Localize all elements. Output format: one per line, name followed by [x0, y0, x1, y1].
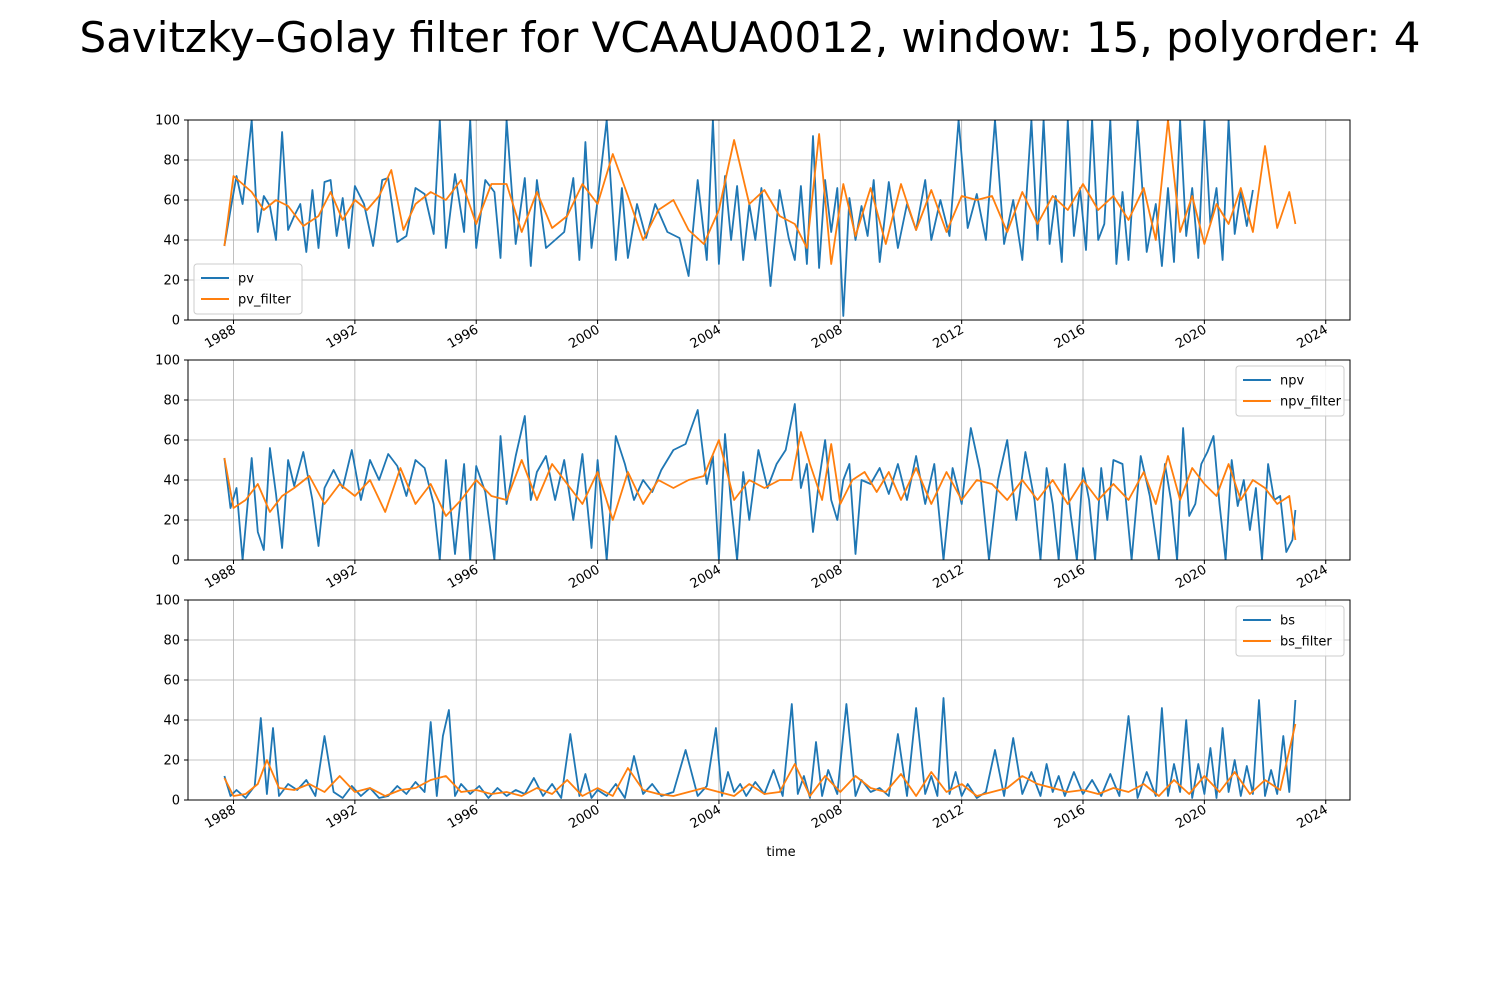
x-tick-label: 2016	[1052, 562, 1088, 592]
x-tick-label: 1996	[445, 562, 481, 592]
subplot-3: 0 20 40 60 80 100 1988 1992 1996 2000 2004 2008 2012…	[155, 594, 1351, 860]
x-tick-label: 2024	[1295, 802, 1331, 832]
x-axis-label: time	[766, 845, 795, 860]
y-tick-label: 60	[163, 194, 180, 209]
x-tick-label: 2004	[688, 322, 724, 352]
x-tick-label: 2004	[688, 802, 724, 832]
x-tick-label: 2020	[1173, 322, 1209, 352]
series-line-pv_filter	[223, 120, 1297, 265]
y-tick-label: 20	[163, 514, 180, 529]
x-tick-label: 2016	[1052, 802, 1088, 832]
chart-title: Savitzky–Golay filter for VCAAUA0012, wi…	[80, 13, 1421, 62]
y-tick-label: 0	[172, 314, 180, 329]
plot-area	[188, 120, 1350, 320]
axes-frame	[187, 599, 1351, 801]
x-tick-label: 1988	[202, 322, 238, 352]
y-tick-label: 40	[163, 714, 180, 729]
subplot-1: 0 20 40 60 80 100 1988 1992 1996 2000 2004 2008 2012…	[155, 114, 1351, 352]
x-tick-label: 1996	[445, 802, 481, 832]
x-tick-label: 2012	[930, 322, 966, 352]
y-tick-label: 0	[172, 794, 180, 809]
y-tick-label: 40	[163, 234, 180, 249]
y-tick-label: 80	[163, 394, 180, 409]
legend: npv npv_filter	[1235, 365, 1345, 417]
x-tick-label: 2008	[809, 322, 845, 352]
series-line-bs_filter	[223, 723, 1297, 797]
y-tick-label: 100	[155, 114, 180, 129]
legend-box	[1235, 365, 1345, 417]
y-tick-label: 0	[172, 554, 180, 569]
x-tick-label: 2012	[930, 802, 966, 832]
y-tick-label: 20	[163, 754, 180, 769]
x-tick-label: 2000	[566, 562, 602, 592]
series-line-npv_filter	[223, 431, 1297, 541]
x-tick-label: 2020	[1173, 562, 1209, 592]
x-tick-label: 2004	[688, 562, 724, 592]
x-tick-label: 2020	[1173, 802, 1209, 832]
legend-box	[193, 263, 303, 315]
y-tick-label: 20	[163, 274, 180, 289]
x-tick-label: 1992	[324, 562, 360, 592]
legend-box	[1235, 605, 1345, 657]
x-tick-label: 2000	[566, 802, 602, 832]
x-tick-label: 1992	[324, 802, 360, 832]
y-tick-label: 80	[163, 154, 180, 169]
x-tick-label: 1992	[324, 322, 360, 352]
series-line-bs	[223, 697, 1297, 799]
x-tick-label: 1988	[202, 562, 238, 592]
x-tick-label: 2024	[1295, 322, 1331, 352]
axes-frame	[187, 119, 1351, 321]
x-tick-label: 2008	[809, 802, 845, 832]
legend-label-bs: bs	[1280, 614, 1295, 629]
x-tick-label: 2008	[809, 562, 845, 592]
legend-label-bs_filter: bs_filter	[1280, 635, 1332, 650]
plot-area	[188, 360, 1350, 560]
series-lines	[223, 120, 1297, 317]
x-tick-label: 1996	[445, 322, 481, 352]
legend-label-npv: npv	[1280, 374, 1304, 389]
x-tick-label: 2016	[1052, 322, 1088, 352]
x-tick-label: 2012	[930, 562, 966, 592]
y-tick-label: 100	[155, 594, 180, 609]
subplot-2: 0 20 40 60 80 100 1988 1992 1996 2000 2004 2008 2012…	[155, 354, 1351, 592]
x-tick-label: 2000	[566, 322, 602, 352]
x-tick-label: 1988	[202, 802, 238, 832]
y-tick-label: 60	[163, 674, 180, 689]
legend-label-npv_filter: npv_filter	[1280, 395, 1342, 410]
series-lines	[223, 403, 1297, 560]
y-tick-label: 100	[155, 354, 180, 369]
axes-frame	[187, 359, 1351, 561]
y-tick-label: 40	[163, 474, 180, 489]
legend: pv pv_filter	[193, 263, 303, 315]
y-tick-label: 60	[163, 434, 180, 449]
x-tick-label: 2024	[1295, 562, 1331, 592]
plot-area	[188, 600, 1350, 800]
series-lines	[223, 697, 1297, 799]
legend-label-pv: pv	[238, 272, 254, 287]
legend: bs bs_filter	[1235, 605, 1345, 657]
legend-label-pv_filter: pv_filter	[238, 293, 291, 308]
series-line-npv	[223, 403, 1297, 560]
y-tick-label: 80	[163, 634, 180, 649]
